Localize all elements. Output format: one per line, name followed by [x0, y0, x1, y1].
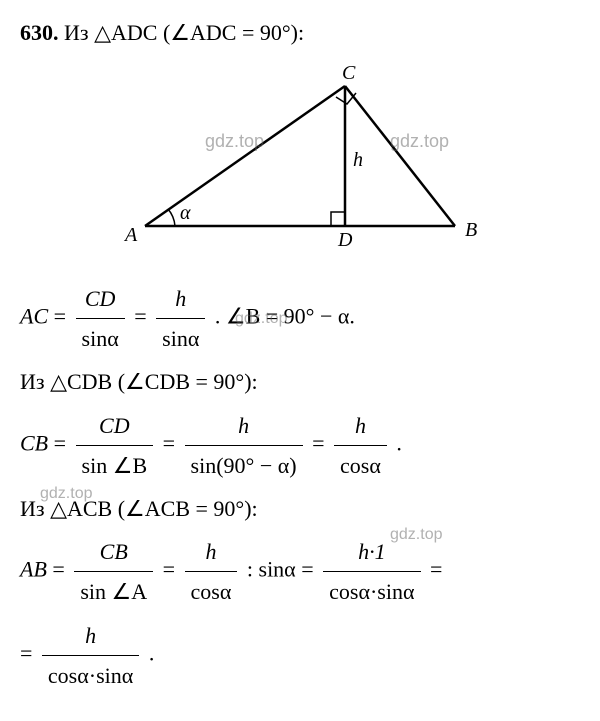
angle-label: α	[180, 202, 191, 224]
fraction-3b: h sin(90° − α)	[185, 408, 303, 483]
lhs-1: AC	[20, 304, 48, 329]
line5-mid: : sinα =	[247, 557, 314, 582]
header-text: Из △ADC (∠ADC = 90°):	[64, 20, 304, 45]
fraction-5a: CB sin ∠A	[74, 534, 153, 609]
line6-tail: .	[149, 640, 155, 665]
problem-number: 630.	[20, 20, 59, 45]
watermark-2: gdz.top	[390, 131, 449, 152]
vertex-d: D	[337, 229, 353, 251]
height-label: h	[353, 149, 363, 171]
watermark-4: gdz.top	[40, 481, 92, 507]
watermark-3: gdz.top	[235, 306, 287, 332]
problem-header: 630. Из △ADC (∠ADC = 90°):	[20, 20, 580, 46]
fraction-6a: h cosα·sinα	[42, 618, 139, 693]
fraction-3c: h cosα	[334, 408, 387, 483]
line3-tail: .	[396, 430, 402, 455]
fraction-3a: CD sin ∠B	[76, 408, 154, 483]
fraction-1a: CD sinα	[76, 281, 125, 356]
text-line-4: Из △ACB (∠ACB = 90°): gdz.top	[20, 491, 580, 526]
lhs-3: CB	[20, 430, 48, 455]
line5-tail: =	[430, 557, 442, 582]
vertex-c: C	[342, 62, 356, 84]
vertex-a: A	[123, 224, 138, 246]
fraction-5b: h cosα	[185, 534, 238, 609]
equation-line-6: = h cosα·sinα .	[20, 618, 580, 693]
lhs-5: AB	[20, 557, 47, 582]
watermark-5: gdz.top	[390, 522, 442, 548]
equation-line-5: AB = CB sin ∠A = h cosα : sinα = h·1 cos…	[20, 534, 580, 609]
text-line-2: Из △CDB (∠CDB = 90°):	[20, 364, 580, 399]
equation-line-3: CB = CD sin ∠B = h sin(90° − α) = h cosα…	[20, 408, 580, 483]
equation-line-1: AC = CD sinα = h sinα . ∠B = 90° − α. gd…	[20, 281, 580, 356]
fraction-1b: h sinα	[156, 281, 205, 356]
vertex-b: B	[465, 219, 477, 241]
line6-prefix: =	[20, 640, 38, 665]
triangle-diagram: A B C D h α gdz.top gdz.top	[100, 61, 500, 261]
watermark-1: gdz.top	[205, 131, 264, 152]
